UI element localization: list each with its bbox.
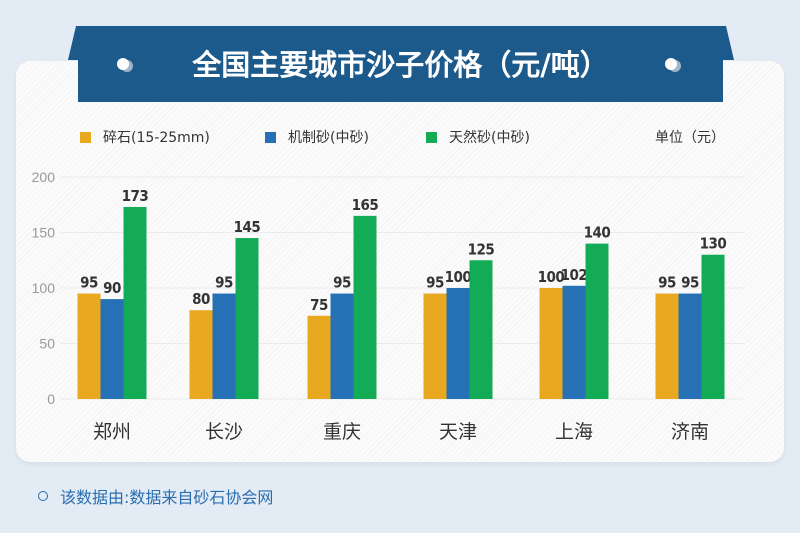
data-label: 80 <box>192 290 210 308</box>
x-tick-label: 长沙 <box>205 421 243 443</box>
decor-dot-right <box>665 58 677 70</box>
unit-label: 单位（元） <box>655 130 725 146</box>
data-label: 100 <box>538 268 565 286</box>
data-label: 95 <box>426 274 444 292</box>
data-label: 95 <box>681 274 699 292</box>
circle-icon <box>38 491 48 501</box>
bar <box>562 285 586 399</box>
bar <box>235 238 259 399</box>
bar <box>655 293 679 399</box>
legend-item-1: 机制砂(中砂) <box>265 127 369 147</box>
source-note: 该数据由:数据来自砂石协会网 <box>38 484 273 508</box>
chart-title: 全国主要城市沙子价格（元/吨） <box>192 48 609 82</box>
bar <box>353 215 377 399</box>
x-tick-label: 天津 <box>439 421 477 443</box>
data-label: 95 <box>658 274 676 292</box>
bar <box>423 293 447 399</box>
data-label: 100 <box>445 268 472 286</box>
bar <box>77 293 101 399</box>
x-tick-label: 济南 <box>671 421 709 443</box>
y-tick-label: 200 <box>32 169 56 185</box>
source-text: 该数据由:数据来自砂石协会网 <box>60 488 274 507</box>
legend-item-2: 天然砂(中砂) <box>426 127 530 147</box>
bar <box>539 288 563 399</box>
decor-dot-left <box>117 58 129 70</box>
bar <box>189 310 213 399</box>
legend-swatch <box>426 131 437 143</box>
data-label: 95 <box>333 274 351 292</box>
legend-label: 碎石(15-25mm) <box>103 130 210 146</box>
title-banner <box>78 60 723 102</box>
bar <box>307 315 331 399</box>
data-label: 165 <box>352 196 379 214</box>
bar <box>585 243 609 399</box>
y-tick-label: 0 <box>47 391 55 407</box>
data-label: 95 <box>215 274 233 292</box>
x-tick-label: 郑州 <box>93 421 131 443</box>
data-label: 102 <box>561 266 588 284</box>
y-tick-label: 150 <box>32 225 56 241</box>
bar <box>100 299 124 399</box>
data-label: 75 <box>310 296 328 314</box>
data-label: 140 <box>584 224 611 242</box>
bar <box>446 288 470 399</box>
bar <box>212 293 236 399</box>
title-banner-top <box>68 26 734 60</box>
x-tick-label: 重庆 <box>323 421 361 443</box>
data-label: 173 <box>122 187 149 205</box>
bar <box>330 293 354 399</box>
bar <box>678 293 702 399</box>
data-label: 125 <box>468 240 495 258</box>
data-label: 145 <box>234 218 261 236</box>
legend-label: 天然砂(中砂) <box>449 130 530 146</box>
data-label: 95 <box>80 274 98 292</box>
x-tick-label: 上海 <box>555 421 593 443</box>
legend-swatch <box>265 131 276 143</box>
bar <box>123 206 147 399</box>
data-label: 130 <box>700 235 727 253</box>
legend-label: 机制砂(中砂) <box>288 130 369 146</box>
y-tick-label: 100 <box>32 280 56 296</box>
legend-swatch <box>80 131 91 143</box>
bar <box>701 254 725 399</box>
data-label: 90 <box>103 279 121 297</box>
y-tick-label: 50 <box>39 336 55 352</box>
bar <box>469 260 493 399</box>
legend-item-0: 碎石(15-25mm) <box>80 127 210 147</box>
